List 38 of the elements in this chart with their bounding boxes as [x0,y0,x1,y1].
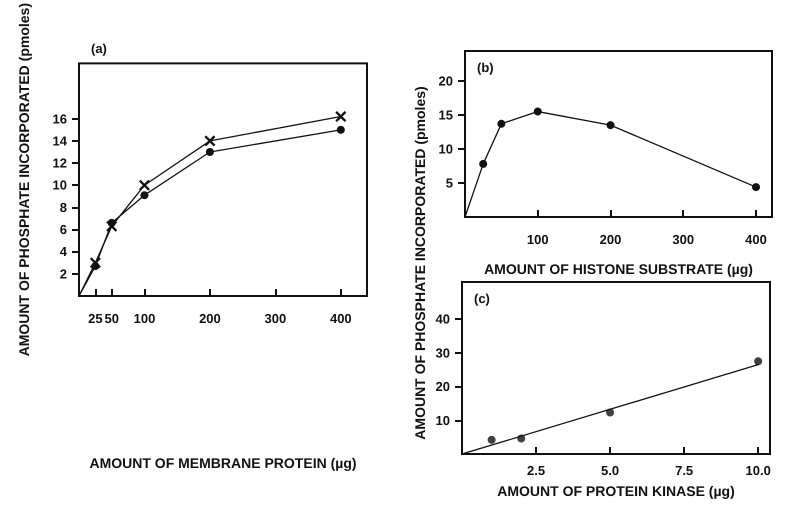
y-axis-title: AMOUNT OF PHOSPHATE INCORPORATED (pmoles) [412,85,428,442]
x-tick-label: 50 [104,311,119,326]
y-tick-label: 30 [436,345,450,360]
y-tick-label: 10 [436,412,450,428]
y-tick-label: 20 [436,379,450,394]
y-tick-label: 8 [60,200,67,215]
annotation: (c) [474,291,490,306]
y-tick-label: 12 [52,156,67,171]
x-tick-label: 200 [600,232,622,247]
x-tick-label: 2.5 [527,463,546,478]
x-tick-label: 7.5 [675,463,694,478]
y-tick-label: 2 [60,266,67,282]
x-axis-title: AMOUNT OF HISTONE SUBSTRATE (µg) [484,261,753,277]
y-tick-label: 15 [438,107,453,122]
text: (a) [91,41,107,56]
annotation: (b) [477,60,494,75]
x-tick-label: 100 [134,311,156,326]
x-tick-label: 5.0 [601,463,620,478]
x-axis-title: AMOUNT OF PROTEIN KINASE (µg) [497,483,735,499]
y-tick-label: 5 [446,175,453,190]
x-axis-title: AMOUNT OF MEMBRANE PROTEIN (µg) [89,455,357,471]
x-tick-label: 400 [330,311,352,326]
y-tick-label: 10 [52,178,67,193]
y-tick-label: 10 [438,141,453,156]
y-tick-label: 16 [52,111,67,126]
y-tick-label: 40 [436,312,450,327]
y-tick-label: 14 [52,133,68,148]
y-axis-title: AMOUNT OF PHOSPHATE INCORPORATED (pmoles) [16,2,32,356]
x-tick-label: 300 [264,311,286,326]
y-tick-label: 20 [438,73,453,88]
y-tick-label: 6 [60,222,67,238]
x-tick-label: 10.0 [746,463,771,478]
y-tick-label: 4 [60,244,68,260]
x-tick-label: 25 [88,311,103,326]
x-tick-label: 100 [526,232,549,247]
x-tick-label: 200 [199,311,221,326]
x-tick-label: 400 [745,232,767,247]
x-tick-label: 300 [672,232,694,247]
